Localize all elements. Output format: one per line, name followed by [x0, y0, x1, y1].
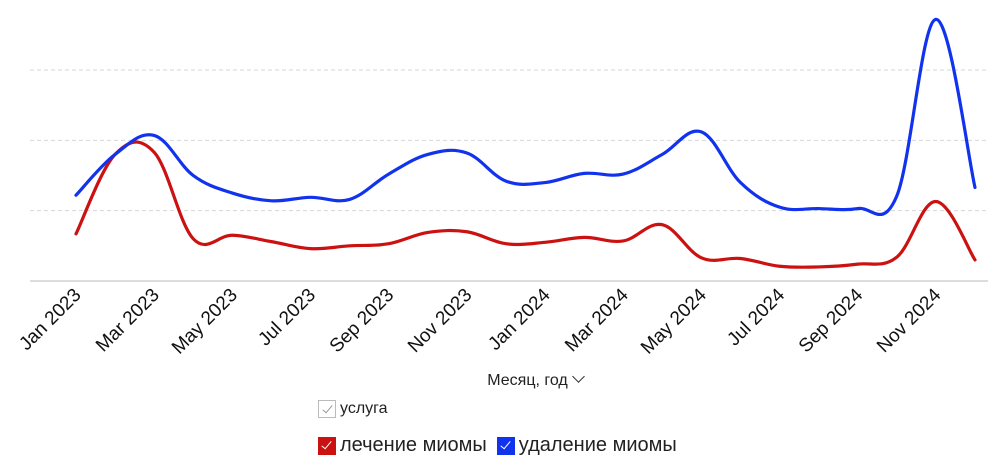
x-tick-label: Jul 2024 — [723, 284, 789, 350]
x-tick-label: Sep 2024 — [795, 284, 868, 357]
legend-title-label: услуга — [340, 400, 388, 417]
line-chart: Jan 2023 Mar 2023 May 2023 Jul 2023 Sep 2023… — [15, 17, 988, 359]
x-tick-label: Mar 2024 — [561, 284, 633, 356]
x-tick-label: Nov 2024 — [873, 284, 946, 357]
series-line-1[interactable] — [74, 17, 977, 217]
x-axis-label: Месяц, год — [487, 372, 568, 389]
legend-title[interactable]: услуга — [318, 400, 388, 418]
legend-item-treatment[interactable]: лечение миомы — [318, 434, 487, 457]
legend-item-label: удаление миомы — [518, 434, 677, 456]
legend: лечение миомы удаление миомы — [318, 434, 687, 457]
x-tick-label: Jan 2023 — [15, 285, 85, 355]
chevron-down-icon — [571, 370, 585, 383]
legend-checkbox-treatment[interactable] — [318, 436, 336, 455]
gridlines — [30, 69, 988, 282]
x-tick-labels: Jan 2023 Mar 2023 May 2023 Jul 2023 Sep 2023… — [15, 284, 945, 358]
legend-checkbox-removal[interactable] — [496, 436, 515, 455]
x-axis-title[interactable]: Месяц, год — [0, 370, 990, 390]
x-tick-label: Jul 2023 — [254, 285, 320, 351]
series-line-0[interactable] — [74, 140, 977, 269]
series-lines — [74, 17, 977, 269]
legend-item-removal[interactable]: удаление миомы — [496, 434, 677, 457]
x-tick-label: Nov 2023 — [404, 285, 476, 357]
x-tick-label: Jan 2024 — [484, 284, 554, 354]
x-tick-label: May 2024 — [637, 284, 711, 358]
legend-item-label: лечение миомы — [340, 434, 487, 456]
x-tick-label: May 2023 — [168, 285, 242, 359]
legend-toggle-all-checkbox[interactable] — [318, 400, 336, 418]
x-tick-label: Sep 2023 — [326, 285, 398, 357]
x-tick-label: Mar 2023 — [92, 285, 164, 357]
